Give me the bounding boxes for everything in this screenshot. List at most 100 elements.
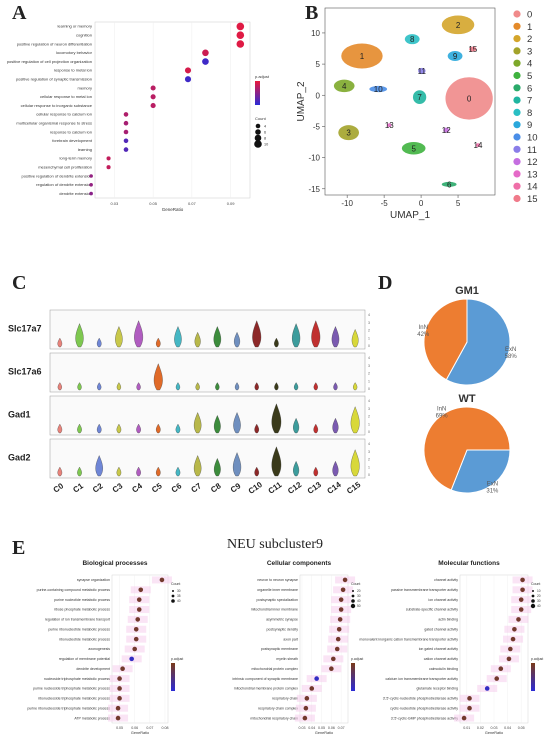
term-label-e: passive transmembrane transporter activi…: [391, 588, 458, 592]
legend-label-b: 1: [527, 22, 532, 33]
violin-shape: [313, 382, 318, 391]
cluster-label-c: C7: [189, 481, 203, 495]
dot-e: [337, 617, 343, 622]
term-label-a: cognition: [76, 33, 92, 38]
term-label-e: axon part: [283, 637, 298, 641]
dot-e: [136, 607, 142, 612]
umap-cluster-7: [412, 90, 427, 104]
term-label-e: 3',5'-cyclic-nucleotide phosphodiesteras…: [383, 697, 459, 701]
term-label-e: dendrite development: [76, 667, 110, 671]
dot-e: [494, 676, 500, 681]
dot-e: [314, 676, 319, 681]
row-tick-label: 1: [368, 422, 370, 426]
dot-e: [138, 587, 144, 593]
x-axis-label-e: GeneRatio: [131, 731, 149, 735]
legend-label-b: 11: [527, 145, 537, 156]
violin-row-frame: [49, 395, 366, 436]
size-legend-label-a: 8: [264, 136, 266, 140]
count-legend-dot-e: [351, 599, 355, 603]
violin-shape: [254, 423, 260, 434]
row-tick-label: 0: [368, 430, 370, 434]
pie-title: WT: [458, 393, 475, 405]
x-axis-label-b: UMAP_1: [390, 210, 430, 221]
legend-dot-b: [513, 59, 521, 67]
legend-label-b: 13: [527, 169, 538, 180]
panel-label-e: E: [12, 537, 26, 559]
count-legend-label-e: 30: [537, 599, 541, 603]
violin-shape: [213, 415, 221, 434]
x-tick-label-e: 0.08: [161, 726, 168, 730]
dot-a: [150, 103, 156, 109]
dot-e: [136, 597, 142, 602]
count-legend-dot-e: [351, 594, 355, 598]
cluster-label-c: C12: [286, 480, 304, 495]
term-label-e: asymmetric synapse: [266, 618, 298, 622]
legend-label-b: 6: [527, 83, 532, 94]
umap-cluster-label: 12: [442, 126, 451, 135]
term-label-e: organelle inner membrane: [257, 588, 298, 592]
cluster-label-c: C3: [111, 481, 125, 495]
term-label-e: postsynaptic specialization: [257, 598, 298, 602]
dot-a: [184, 76, 192, 83]
legend-dot-b: [513, 35, 521, 43]
row-tick-label: 3: [368, 450, 370, 454]
umap-cluster-label: 1: [360, 52, 365, 61]
count-legend-dot-e: [350, 603, 356, 609]
cluster-label-c: C11: [267, 480, 284, 495]
legend-dot-b: [513, 84, 521, 92]
term-label-a: long-term memory: [60, 156, 92, 161]
dot-e: [115, 715, 121, 721]
term-label-e: ATP metabolic process: [74, 716, 110, 720]
violin-shape: [232, 452, 242, 477]
violin-shape: [57, 423, 63, 434]
legend-label-b: 2: [527, 34, 532, 45]
umap-cluster-15: [469, 46, 477, 52]
count-legend-label-e: 30: [177, 589, 181, 593]
dot-a: [150, 94, 156, 100]
dot-e: [518, 597, 524, 602]
dot-e: [159, 577, 165, 583]
violin-shape: [274, 382, 279, 391]
gene-label: Slc17a6: [8, 367, 42, 377]
dot-e: [510, 636, 516, 642]
violin-shape: [351, 329, 359, 348]
umap-cluster-label: 10: [374, 85, 383, 94]
umap-cluster-4: [333, 79, 355, 93]
legend-label-b: 3: [527, 46, 532, 57]
term-label-e: ribose phosphate metabolic process: [54, 608, 110, 612]
padj-legend-title-e: p.adjust: [531, 657, 543, 661]
violin-shape: [77, 382, 82, 391]
term-label-e: postsynaptic density: [266, 627, 298, 631]
count-legend-dot-e: [171, 594, 175, 598]
row-tick-label: 0: [368, 387, 370, 391]
dot-e: [467, 696, 472, 701]
dot-e: [338, 597, 344, 602]
umap-cluster-label: 14: [474, 141, 483, 150]
legend-dot-b: [513, 10, 521, 18]
cluster-label-c: C0: [52, 481, 66, 495]
x-tick-label-e: 0.03: [491, 726, 498, 730]
violin-shape: [332, 460, 339, 477]
umap-cluster-label: 7: [417, 93, 422, 102]
count-legend-label-e: 20: [357, 589, 361, 593]
term-label-e: myelin sheath: [276, 657, 298, 661]
dot-a: [89, 191, 93, 196]
term-label-e: cation channel activity: [424, 657, 458, 661]
term-label-e: respiratory chain complex: [258, 706, 298, 710]
dot-e: [340, 587, 346, 593]
violin-shape: [332, 417, 339, 434]
term-label-a: cellular response to inorganic substance: [21, 103, 93, 108]
term-label-a: regulation of dendrite extension: [36, 182, 92, 187]
legend-label-b: 12: [527, 157, 538, 168]
dot-e: [520, 577, 525, 583]
violin-shape: [77, 466, 82, 477]
umap-cluster-label: 3: [346, 129, 351, 138]
term-label-e: cyclic-nucleotide phosphodiesterase acti…: [390, 706, 458, 710]
term-label-a: dendrite extension: [59, 191, 92, 196]
umap-cluster-label: 2: [456, 21, 461, 30]
term-label-e: ion channel activity: [428, 598, 458, 602]
cluster-label-c: C10: [247, 480, 265, 495]
cluster-label-c: C14: [325, 480, 343, 495]
y-axis-label-b: UMAP_2: [296, 81, 307, 121]
